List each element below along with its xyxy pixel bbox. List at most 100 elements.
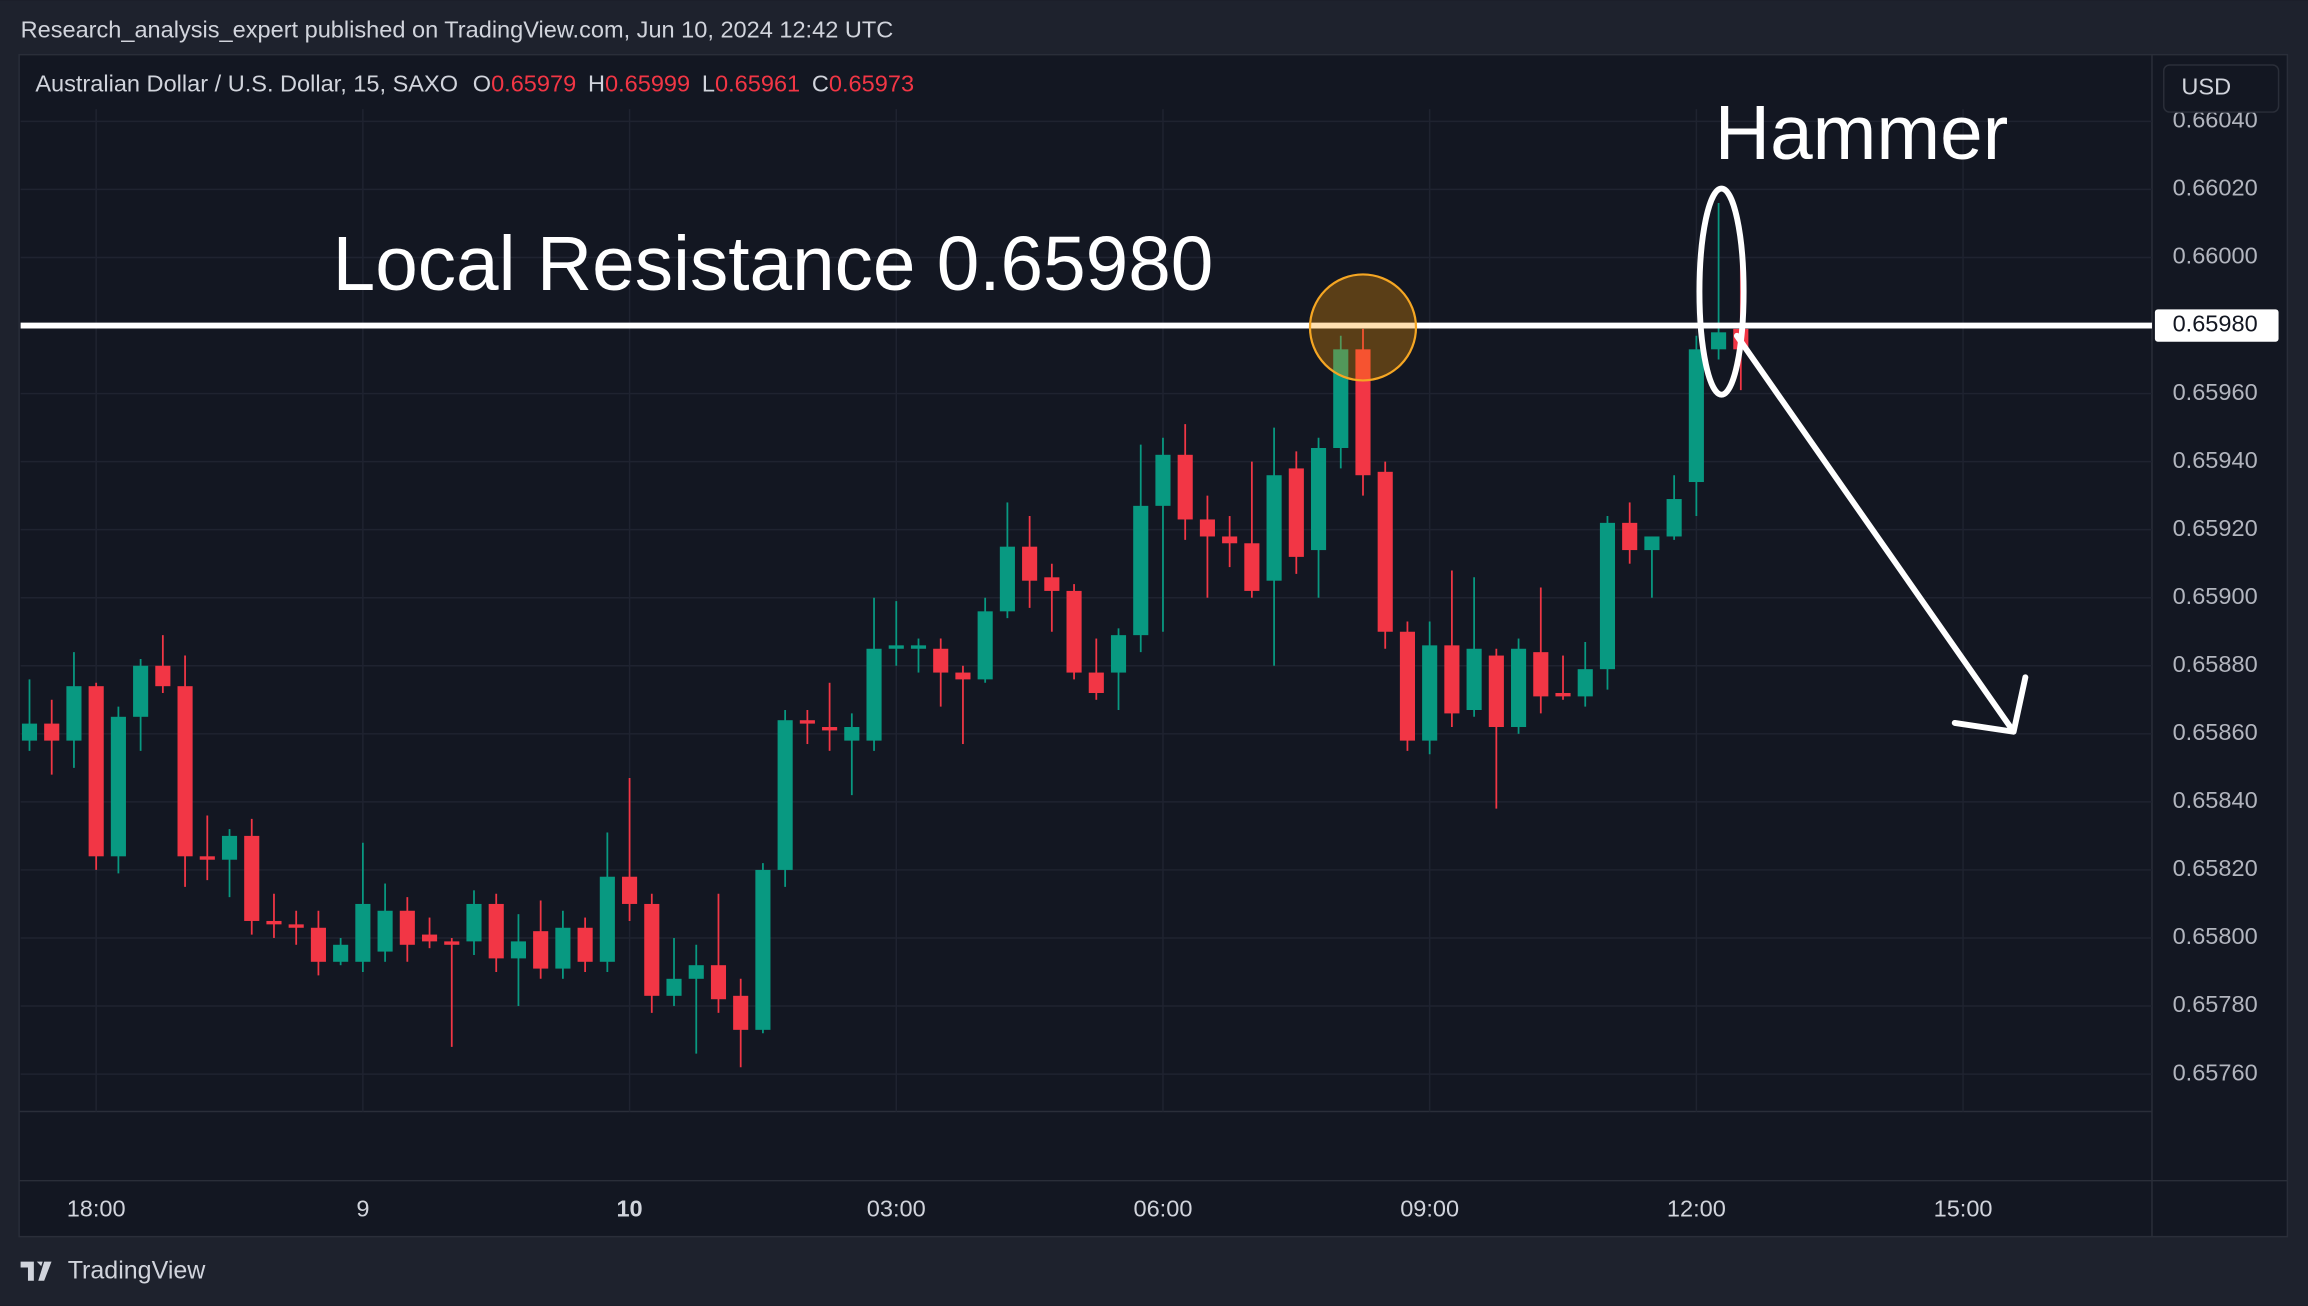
drawings: 0.65980 Local Resistance 0.65980 Hammer [20,91,2279,735]
y-tick-label: 0.65820 [2173,855,2258,881]
candle-body [1555,692,1571,697]
legend: Australian Dollar / U.S. Dollar, 15, SAX… [35,71,914,97]
candle-body [666,978,682,996]
candle-body [155,665,171,687]
ohlc-label: L [702,71,715,97]
x-tick-label: 12:00 [1667,1195,1726,1221]
logo-icon [20,1261,52,1281]
candle-body [1066,590,1082,673]
candle-body [1110,635,1127,673]
candle-body [644,903,660,996]
candle-body [977,611,993,680]
currency-button[interactable] [2163,64,2280,113]
price-axis: 0.66040 0.66020 0.66000 0.65980 0.65960 0.659… [2173,107,2258,1085]
candle-body [1599,522,1616,670]
publish-info: Research_analysis_expert published on Tr… [21,16,894,42]
y-tick-label: 0.65780 [2173,991,2258,1017]
candle-body [955,672,971,680]
candle-body [110,716,126,857]
candle-body [1244,543,1260,591]
x-tick-label: 06:00 [1133,1195,1192,1221]
candle-body [1688,349,1704,483]
candle-body [1155,454,1171,506]
ohlc-value: 0.65999 [605,71,690,97]
candle-body [1133,505,1149,636]
ohlc-value: 0.65961 [715,71,800,97]
candle-body [1644,536,1660,551]
candle-body [844,727,860,741]
candle-body [1422,645,1438,741]
y-tick-label: 0.65960 [2173,379,2258,405]
candle-body [1488,655,1504,728]
candle-body [1199,519,1215,537]
candle-body [688,965,704,979]
x-tick-label: 10 [616,1195,642,1221]
chart-panel [18,53,2289,1238]
logo: TradingView [20,1257,207,1285]
candle-body [777,720,793,870]
y-tick-label: 0.65760 [2173,1059,2258,1085]
candle-body [355,903,371,962]
resistance-price-tag [2154,309,2279,342]
candle-body [1622,522,1638,551]
x-tick-label: 03:00 [867,1195,926,1221]
resistance-price-label: 0.65980 [2173,311,2258,337]
candle-body [910,645,927,649]
y-tick-label: 0.65940 [2173,447,2258,473]
y-tick-label: 0.66020 [2173,175,2258,201]
y-tick-label: 0.65880 [2173,651,2258,677]
candle-body [1444,645,1460,714]
y-tick-label: 0.65920 [2173,515,2258,541]
candle-body [1044,577,1060,591]
x-tick-label: 15:00 [1934,1195,1993,1221]
candle-body [1377,471,1393,632]
ohlc-label: O [473,71,491,97]
candle-body [466,903,482,942]
candle-body [1533,652,1549,697]
candle-body [1399,631,1415,741]
resistance-annotation: Local Resistance 0.65980 [333,222,1214,307]
candle-body [1088,672,1104,693]
footer-brand: TradingView [68,1257,207,1285]
candle-body [221,835,238,860]
candle-body [599,876,615,962]
candle-body [1266,475,1282,581]
candle-body [177,686,193,857]
y-tick-label: 0.65900 [2173,583,2258,609]
candle-body [266,920,282,925]
candle-body [310,927,326,962]
hammer-annotation: Hammer [1715,91,2008,176]
candle-body [1711,332,1727,350]
candle-body [1666,499,1682,537]
candle-body [21,723,38,741]
projection-arrow [1733,332,2029,735]
candle-body [733,995,749,1030]
x-tick-label: 09:00 [1400,1195,1459,1221]
peak-highlight [1308,273,1418,382]
candle-body [577,927,593,962]
time-axis: 18:00 9 10 03:00 06:00 09:00 12:00 15:00 [67,1195,1993,1221]
y-tick-label: 0.65800 [2173,923,2258,949]
currency[interactable]: USD [2181,74,2231,100]
candle-body [44,723,60,741]
x-tick-label: 18:00 [67,1195,126,1221]
candle-body [755,869,771,1030]
candle-body [133,665,149,717]
candle-body [333,944,349,962]
candle-body [377,910,393,952]
candle-body [510,941,527,959]
candle-body [66,686,82,741]
candle-body [88,686,104,857]
candle-body [533,931,549,969]
y-tick-label: 0.65860 [2173,719,2258,745]
candle-body [421,934,438,942]
candle-body [999,546,1015,612]
candle-body [288,924,304,928]
candle-body [1222,536,1238,544]
candle-body [488,903,504,959]
candle-body [822,727,838,731]
y-tick-label: 0.66040 [2173,107,2258,133]
candle-body [444,941,460,945]
hammer-highlight [1696,185,1747,398]
candle-body [799,720,815,724]
